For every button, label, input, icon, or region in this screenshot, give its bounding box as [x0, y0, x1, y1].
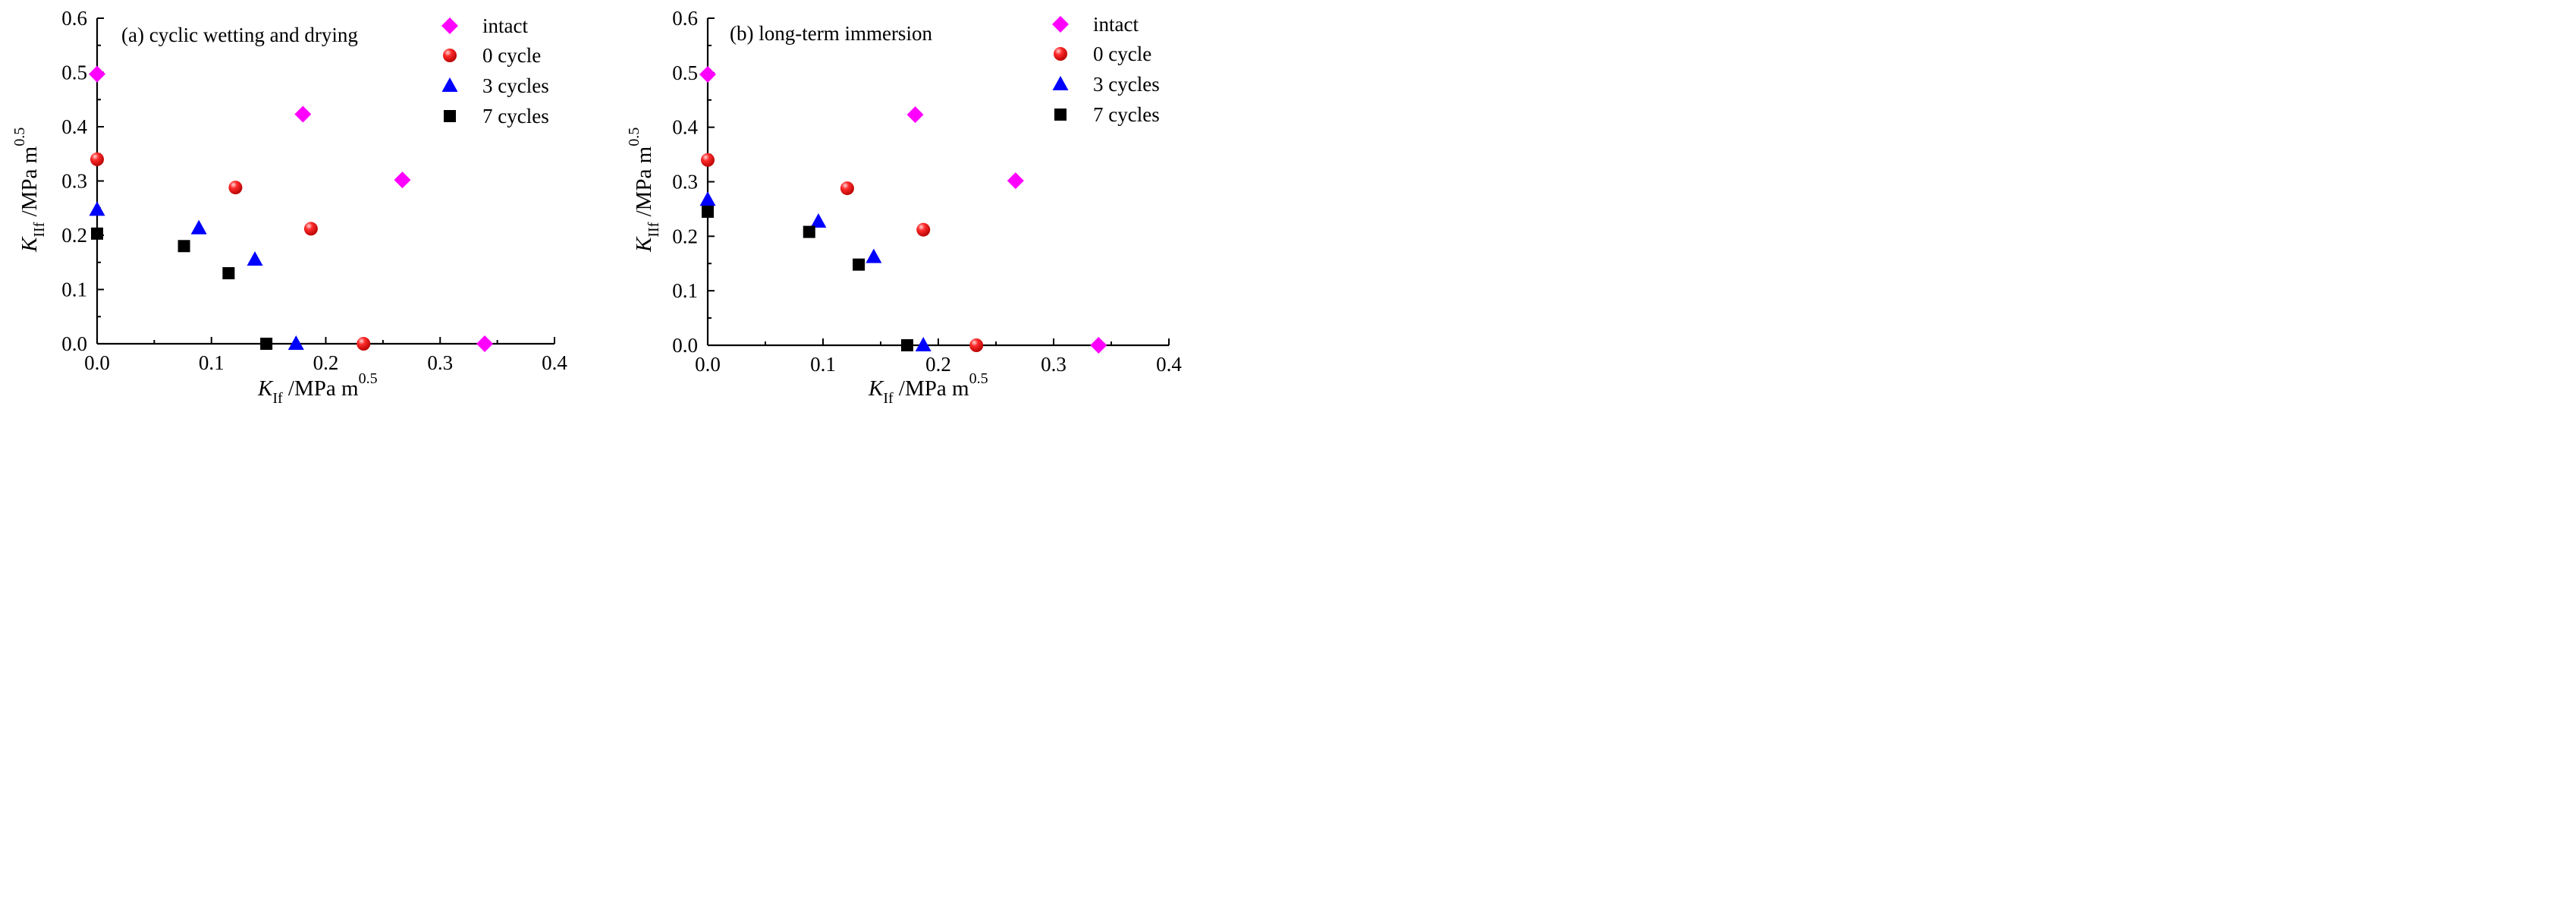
y-tick-label: 0.5: [61, 61, 87, 84]
y-tick-label: 0.3: [672, 171, 698, 194]
point-0-cycle: [303, 222, 318, 236]
legend-marker-0-cycle: [1054, 47, 1067, 61]
panel-annotation: (b) long-term immersion: [730, 22, 932, 45]
point-3-cycles: [247, 251, 263, 266]
x-axis-label-subscript: If: [272, 390, 283, 407]
point-7-cycles: [222, 267, 235, 280]
point-intact: [1090, 337, 1107, 354]
x-axis-label: KIf /MPa m0.5: [257, 370, 378, 407]
legend-label-0-cycle: 0 cycle: [482, 44, 541, 67]
x-tick-label: 0.4: [542, 351, 567, 374]
point-3-cycles: [89, 201, 105, 216]
x-tick-label: 0.1: [199, 351, 225, 374]
y-tick-label: 0.4: [672, 116, 698, 139]
point-7-cycles: [803, 225, 815, 238]
y-tick-label: 0.0: [672, 334, 698, 357]
point-3-cycles: [699, 191, 716, 206]
point-7-cycles: [260, 338, 273, 350]
legend-label-7-cycles: 7 cycles: [1093, 103, 1160, 126]
y-axis-label-symbol: K: [17, 236, 42, 253]
panel-a: 0.0 0.1 0.2 0.3 0.4 0.5 0.6 0.0 0.1 0.2 0.3 0.4 (a) …: [11, 7, 567, 407]
x-tick-label: 0.0: [695, 353, 721, 376]
y-axis-label-superscript: 0.5: [626, 127, 642, 146]
legend-marker-3-cycles: [441, 77, 458, 92]
x-axis-label-unit: /MPa m: [894, 376, 969, 401]
y-axis-label: KIIf /MPa m0.5: [626, 127, 662, 253]
point-3-cycles: [287, 335, 304, 350]
legend-label-3-cycles: 3 cycles: [1093, 73, 1160, 96]
legend-label-intact: intact: [1093, 13, 1139, 36]
x-axis-label-superscript: 0.5: [359, 370, 378, 387]
y-tick-label: 0.6: [61, 7, 87, 30]
x-axis-label-symbol: K: [257, 376, 274, 401]
point-intact: [906, 106, 924, 124]
point-intact: [699, 65, 716, 83]
figure: 0.0 0.1 0.2 0.3 0.4 0.5 0.6 0.0 0.1 0.2 0.3 0.4 (a) …: [11, 7, 1182, 407]
x-tick-label: 0.4: [1156, 353, 1182, 376]
x-tick-label: 0.1: [810, 353, 836, 376]
point-0-cycle: [357, 337, 371, 351]
x-tick-label: 0.3: [1041, 353, 1067, 376]
x-axis-label-subscript: If: [883, 390, 894, 407]
point-0-cycle: [969, 338, 984, 352]
point-intact: [476, 335, 494, 352]
point-3-cycles: [190, 219, 207, 234]
point-intact: [394, 171, 411, 189]
point-7-cycles: [702, 206, 714, 219]
y-tick-label: 0.1: [61, 278, 87, 301]
panel-b: 0.0 0.1 0.2 0.3 0.4 0.5 0.6 0.0 0.1 0.2 0.3 0.4 (b) …: [626, 7, 1182, 407]
point-0-cycle: [701, 153, 715, 167]
y-axis-label-superscript: 0.5: [11, 127, 28, 146]
point-0-cycle: [228, 181, 243, 195]
point-7-cycles: [91, 227, 103, 240]
x-tick-label: 0.0: [84, 351, 110, 374]
y-tick-label: 0.2: [61, 224, 87, 247]
point-intact: [1007, 172, 1024, 190]
legend-marker-intact: [1052, 16, 1069, 33]
x-axis-label-superscript: 0.5: [969, 370, 988, 387]
point-7-cycles: [900, 339, 913, 351]
y-axis-label-subscript: IIf: [31, 222, 48, 237]
y-tick-label: 0.1: [672, 279, 698, 302]
point-3-cycles: [915, 337, 931, 351]
x-axis-label: KIf /MPa m0.5: [868, 370, 988, 407]
point-0-cycle: [90, 152, 104, 166]
point-7-cycles: [177, 240, 190, 253]
y-tick-label: 0.5: [672, 61, 698, 84]
legend-label-intact: intact: [482, 14, 528, 37]
x-axis-label-unit: /MPa m: [283, 376, 359, 401]
y-axis-label: KIIf /MPa m0.5: [11, 127, 48, 253]
legend-marker-0-cycle: [443, 49, 457, 62]
point-0-cycle: [916, 222, 931, 237]
legend-label-7-cycles: 7 cycles: [482, 105, 549, 127]
y-axis-label-subscript: IIf: [646, 222, 662, 237]
legend-marker-7-cycles: [1054, 109, 1067, 121]
x-tick-label: 0.3: [427, 351, 453, 374]
y-tick-label: 0.4: [61, 115, 87, 138]
y-tick-label: 0.2: [672, 225, 698, 247]
point-intact: [294, 105, 312, 123]
y-axis-label-unit: /MPa m: [17, 146, 42, 222]
point-7-cycles: [853, 258, 865, 271]
x-tick-label: 0.2: [925, 353, 951, 376]
y-axis-label-unit: /MPa m: [632, 146, 656, 222]
x-axis-label-symbol: K: [868, 376, 884, 401]
y-tick-label: 0.0: [61, 332, 87, 355]
y-axis-label-symbol: K: [632, 236, 656, 253]
x-tick-label: 0.2: [313, 351, 339, 374]
point-0-cycle: [840, 181, 854, 196]
panel-annotation: (a) cyclic wetting and drying: [121, 24, 358, 46]
point-3-cycles: [810, 212, 827, 228]
legend-marker-intact: [441, 17, 458, 34]
y-tick-label: 0.3: [61, 170, 87, 193]
point-3-cycles: [865, 248, 882, 263]
legend-label-0-cycle: 0 cycle: [1093, 42, 1151, 65]
legend-marker-3-cycles: [1052, 76, 1069, 90]
legend-marker-7-cycles: [444, 110, 456, 122]
y-tick-label: 0.6: [672, 7, 698, 30]
point-intact: [89, 65, 105, 83]
legend-label-3-cycles: 3 cycles: [482, 74, 549, 97]
